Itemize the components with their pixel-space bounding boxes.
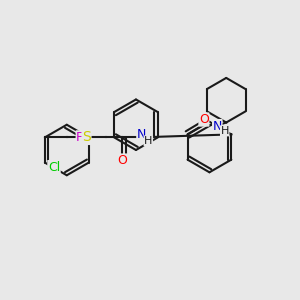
Text: N: N (137, 128, 146, 142)
Text: Cl: Cl (48, 160, 60, 174)
Text: O: O (117, 154, 127, 167)
Text: O: O (199, 113, 209, 126)
Text: N: N (213, 120, 222, 133)
Text: H: H (220, 126, 229, 136)
Text: S: S (82, 130, 91, 144)
Text: F: F (76, 131, 83, 144)
Text: H: H (144, 136, 152, 146)
